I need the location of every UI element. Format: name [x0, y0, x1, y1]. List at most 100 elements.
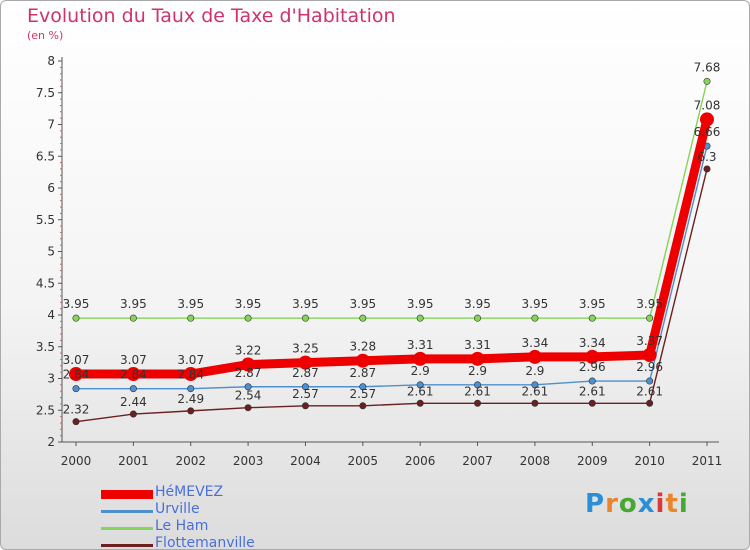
data-label: 3.28 — [349, 340, 376, 354]
series-line — [75, 168, 708, 423]
data-label: 7.68 — [694, 60, 721, 74]
y-tick-label: 7 — [47, 118, 55, 132]
data-point — [187, 407, 195, 415]
y-tick-label: 2 — [47, 435, 55, 449]
data-label: 2.61 — [579, 384, 606, 398]
data-point — [301, 314, 309, 322]
data-point — [301, 402, 309, 410]
data-label: 2.84 — [177, 368, 204, 382]
data-point — [126, 367, 141, 382]
data-label: 3.25 — [292, 342, 319, 356]
data-label: 3.95 — [636, 297, 663, 311]
series-line — [75, 80, 708, 319]
data-point — [416, 314, 424, 322]
data-label: 2.96 — [579, 360, 606, 374]
data-point — [72, 418, 80, 426]
data-label: 2.61 — [407, 384, 434, 398]
data-point — [355, 353, 370, 368]
data-label: 3.31 — [407, 338, 434, 352]
data-label: 2.84 — [63, 368, 90, 382]
unit-label: (en %) — [27, 29, 64, 42]
data-label: 3.37 — [636, 334, 663, 348]
data-label: 2.87 — [292, 366, 319, 380]
x-tick-label: 2003 — [233, 454, 264, 468]
series-line — [75, 145, 708, 390]
data-point — [72, 314, 80, 322]
brand-letter: t — [665, 489, 679, 519]
brand-letter: r — [605, 489, 619, 519]
data-label: 3.95 — [522, 297, 549, 311]
data-point — [646, 399, 654, 407]
y-tick-label: 7.5 — [36, 86, 55, 100]
data-label: 2.61 — [464, 384, 491, 398]
data-point — [244, 404, 252, 412]
data-label: 2.57 — [349, 387, 376, 401]
data-point — [359, 402, 367, 410]
data-label: 2.61 — [522, 384, 549, 398]
x-tick-label: 2006 — [405, 454, 436, 468]
series-line — [71, 114, 712, 379]
data-label: 3.95 — [177, 297, 204, 311]
legend-swatch — [101, 510, 153, 513]
data-point — [129, 314, 137, 322]
data-label: 2.9 — [411, 364, 430, 378]
data-point — [183, 367, 198, 382]
data-point — [474, 381, 482, 389]
x-tick-label: 2001 — [118, 454, 149, 468]
data-point — [703, 77, 711, 85]
chart-title: Evolution du Taux de Taxe d'Habitation — [27, 5, 396, 27]
legend-label: Le Ham — [155, 518, 209, 534]
x-tick-label: 2009 — [577, 454, 608, 468]
data-label: 3.22 — [235, 344, 262, 358]
brand-letter: P — [585, 489, 606, 519]
y-tick-label: 6.5 — [36, 149, 55, 163]
legend-swatch — [101, 527, 153, 530]
data-label: 3.95 — [292, 297, 319, 311]
data-point — [646, 377, 654, 385]
data-point — [588, 314, 596, 322]
brand-letter: o — [618, 489, 638, 519]
data-point — [298, 355, 313, 370]
data-point — [416, 381, 424, 389]
y-tick-label: 5.5 — [36, 213, 55, 227]
data-label: 3.31 — [464, 338, 491, 352]
x-tick-label: 2007 — [462, 454, 493, 468]
data-point — [703, 165, 711, 173]
data-point — [241, 357, 256, 372]
x-tick-label: 2005 — [348, 454, 379, 468]
brand-logo: Proxiti — [585, 489, 689, 519]
y-tick-label: 3.5 — [36, 340, 55, 354]
x-tick-label: 2010 — [634, 454, 665, 468]
x-tick-label: 2011 — [692, 454, 723, 468]
data-point — [531, 314, 539, 322]
data-label: 3.95 — [63, 297, 90, 311]
data-point — [474, 399, 482, 407]
data-label: 3.34 — [522, 336, 549, 350]
data-point — [69, 367, 83, 382]
data-label: 3.95 — [235, 297, 262, 311]
x-tick-label: 2008 — [520, 454, 551, 468]
y-tick-label: 4 — [47, 308, 55, 322]
data-point — [646, 314, 654, 322]
data-point — [527, 349, 542, 364]
data-label: 2.54 — [235, 389, 262, 403]
data-label: 2.87 — [349, 366, 376, 380]
data-point — [474, 314, 482, 322]
data-label: 2.57 — [292, 387, 319, 401]
data-point — [413, 351, 428, 366]
data-point — [588, 399, 596, 407]
y-tick-label: 6 — [47, 181, 55, 195]
data-point — [359, 314, 367, 322]
legend-label: HéMEVEZ — [155, 484, 224, 500]
data-point — [244, 383, 252, 391]
brand-letter: i — [678, 489, 689, 519]
data-label: 2.9 — [468, 364, 487, 378]
data-label: 3.07 — [177, 353, 204, 367]
data-point — [470, 351, 485, 366]
data-point — [359, 383, 367, 391]
data-label: 2.84 — [120, 368, 147, 382]
data-label: 3.95 — [349, 297, 376, 311]
data-label: 2.44 — [120, 395, 147, 409]
